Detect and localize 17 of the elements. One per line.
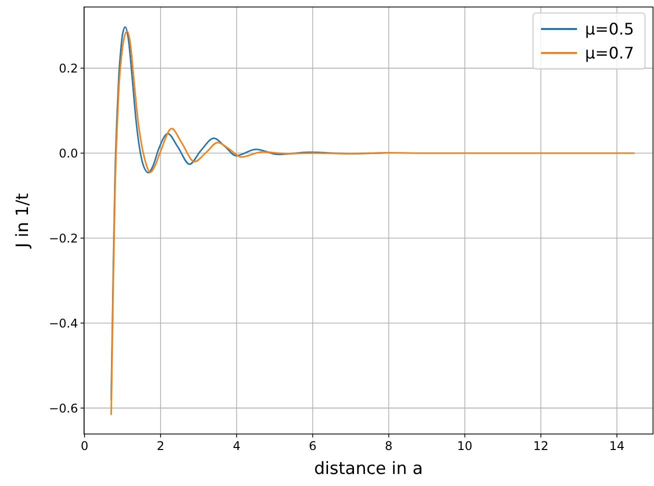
x-tick-label: 12 xyxy=(533,439,548,453)
legend-label: μ=0.5 xyxy=(585,20,634,39)
x-tick-label: 0 xyxy=(80,439,88,453)
y-tick-label: 0.0 xyxy=(58,146,78,160)
y-tick-label: −0.4 xyxy=(48,316,78,330)
x-tick-label: 10 xyxy=(457,439,472,453)
x-tick-label: 8 xyxy=(384,439,393,453)
legend-label: μ=0.7 xyxy=(585,44,634,63)
y-tick-label: −0.6 xyxy=(48,401,78,416)
x-tick-label: 6 xyxy=(308,439,317,453)
y-tick-label: −0.2 xyxy=(48,231,78,246)
x-tick-label: 2 xyxy=(156,439,164,453)
x-tick-label: 4 xyxy=(232,439,240,453)
x-tick-label: 14 xyxy=(609,439,625,453)
x-axis-title: distance in a xyxy=(314,459,423,479)
y-tick-label: 0.2 xyxy=(58,61,78,76)
y-axis-title: J in 1/t xyxy=(13,192,33,249)
